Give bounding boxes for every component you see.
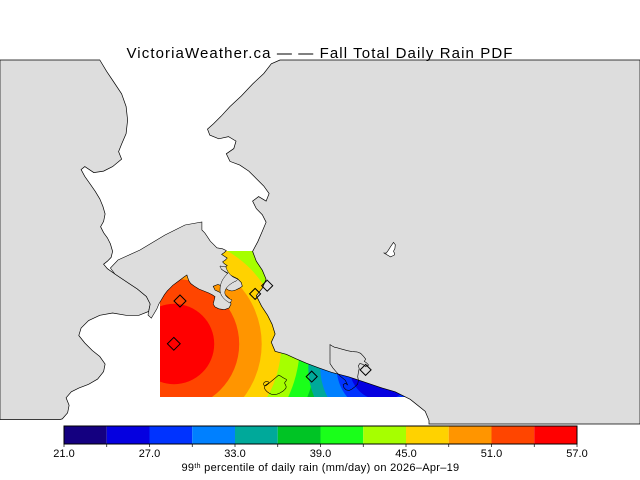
svg-text:33.0: 33.0 — [224, 448, 245, 460]
svg-text:57.0: 57.0 — [566, 448, 587, 460]
svg-text:27.0: 27.0 — [139, 448, 160, 460]
svg-text:99th percentile of daily rain: 99th percentile of daily rain (mm/day) o… — [182, 462, 460, 474]
svg-text:45.0: 45.0 — [395, 448, 416, 460]
svg-text:39.0: 39.0 — [310, 448, 331, 460]
svg-text:VictoriaWeather.ca — — Fall To: VictoriaWeather.ca — — Fall Total Daily … — [126, 45, 513, 62]
svg-text:51.0: 51.0 — [481, 448, 502, 460]
svg-text:21.0: 21.0 — [53, 448, 74, 460]
